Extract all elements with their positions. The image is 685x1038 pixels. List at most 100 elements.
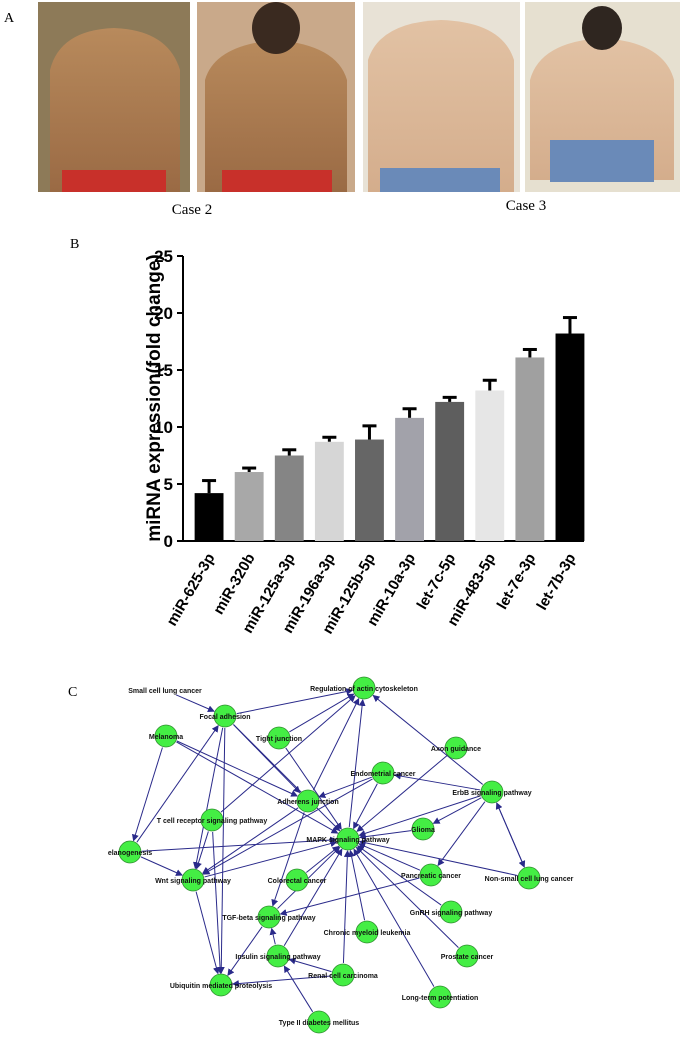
bar (234, 472, 264, 541)
node-label: Adherens junction (277, 799, 338, 806)
edge (236, 688, 354, 715)
edge (193, 727, 224, 870)
edge (231, 975, 332, 988)
node-label: GnRH signaling pathway (410, 910, 493, 917)
network-edges (131, 688, 526, 1013)
edge (358, 795, 481, 837)
bar (555, 333, 585, 541)
node-label: MAPK signaling pathway (306, 837, 389, 844)
node (266, 944, 290, 968)
y-tick-label: 20 (154, 304, 173, 323)
node-label: Small cell lung cancer (128, 688, 202, 695)
node (428, 985, 452, 1009)
edge (342, 849, 351, 964)
node (267, 726, 291, 750)
node (285, 868, 309, 892)
node-label: Wnt signaling pathway (155, 878, 231, 885)
bar (355, 439, 384, 541)
edge (288, 957, 332, 973)
bar (475, 390, 505, 541)
edge (356, 845, 442, 906)
node (419, 863, 443, 887)
bar (435, 401, 465, 541)
node-label: Glioma (411, 827, 435, 834)
panel-label: B (70, 237, 79, 252)
edge (393, 772, 481, 791)
node-label: Melanoma (149, 734, 183, 741)
node-label: Focal adhesion (200, 714, 251, 721)
node-label: Ubiquitin mediated proteolysis (170, 983, 272, 990)
edge (348, 698, 366, 828)
y-tick-label: 25 (154, 247, 173, 266)
edge (140, 856, 183, 876)
shorts (380, 168, 500, 192)
torso (50, 28, 180, 192)
edge (283, 848, 343, 946)
edge (306, 845, 340, 873)
edge (212, 831, 224, 975)
y-tick-label: 10 (154, 418, 173, 437)
edge (131, 747, 163, 842)
node-label: elanogenesis (108, 850, 152, 857)
edge (176, 740, 298, 797)
bar (194, 493, 224, 541)
edge (318, 776, 372, 798)
panel-label: A (4, 11, 15, 26)
y-tick-label: 0 (164, 532, 173, 551)
edge (432, 797, 482, 824)
edge (195, 831, 209, 870)
node-label: Prostate cancer (441, 954, 494, 961)
node (181, 868, 205, 892)
node-label: Axon guidance (431, 746, 481, 753)
edge (204, 840, 338, 878)
edge (136, 725, 219, 843)
edge (358, 842, 421, 871)
edge (437, 801, 486, 867)
edge (358, 830, 412, 841)
bar-chart: 0510152025miR-625-3pmiR-320bmiR-125a-3pm… (154, 247, 585, 637)
edge (175, 694, 215, 713)
edge (372, 694, 484, 785)
node (331, 963, 355, 987)
node (411, 817, 435, 841)
x-tick-label: miR-625-3p (163, 551, 218, 630)
torso (205, 40, 347, 192)
edge (202, 807, 299, 874)
node (444, 736, 468, 760)
edge (217, 727, 226, 975)
x-tick-label: let-7c-5p (414, 551, 460, 613)
edge (176, 741, 339, 834)
node (154, 724, 178, 748)
edge (279, 877, 420, 916)
node-label: Non-small cell lung cancer (485, 876, 574, 883)
node (213, 704, 237, 728)
case-label: Case 3 (506, 198, 546, 214)
y-axis-label: miRNA expression(fold change) (144, 254, 165, 542)
bar (314, 441, 344, 541)
node (439, 900, 463, 924)
photos (38, 2, 680, 192)
edge (227, 926, 263, 977)
node-label: Colorectal cancer (268, 878, 327, 885)
node (480, 780, 504, 804)
edge (141, 836, 338, 852)
edge (277, 846, 341, 909)
node (352, 676, 376, 700)
node (209, 973, 233, 997)
shorts (222, 170, 332, 192)
edge (220, 695, 356, 813)
node (355, 920, 379, 944)
node-label: ErbB signaling pathway (452, 790, 531, 797)
y-tick-label: 5 (164, 475, 173, 494)
bar (515, 357, 545, 541)
panel-label: C (68, 685, 77, 700)
node (307, 1010, 331, 1034)
edge (195, 891, 220, 975)
edge (348, 849, 366, 921)
node-label: T cell receptor signaling pathway (157, 818, 268, 825)
node-label: Tight junction (256, 736, 302, 743)
node-label: Endometrial cancer (351, 771, 416, 778)
case-label: Case 2 (172, 202, 212, 218)
node (257, 905, 281, 929)
